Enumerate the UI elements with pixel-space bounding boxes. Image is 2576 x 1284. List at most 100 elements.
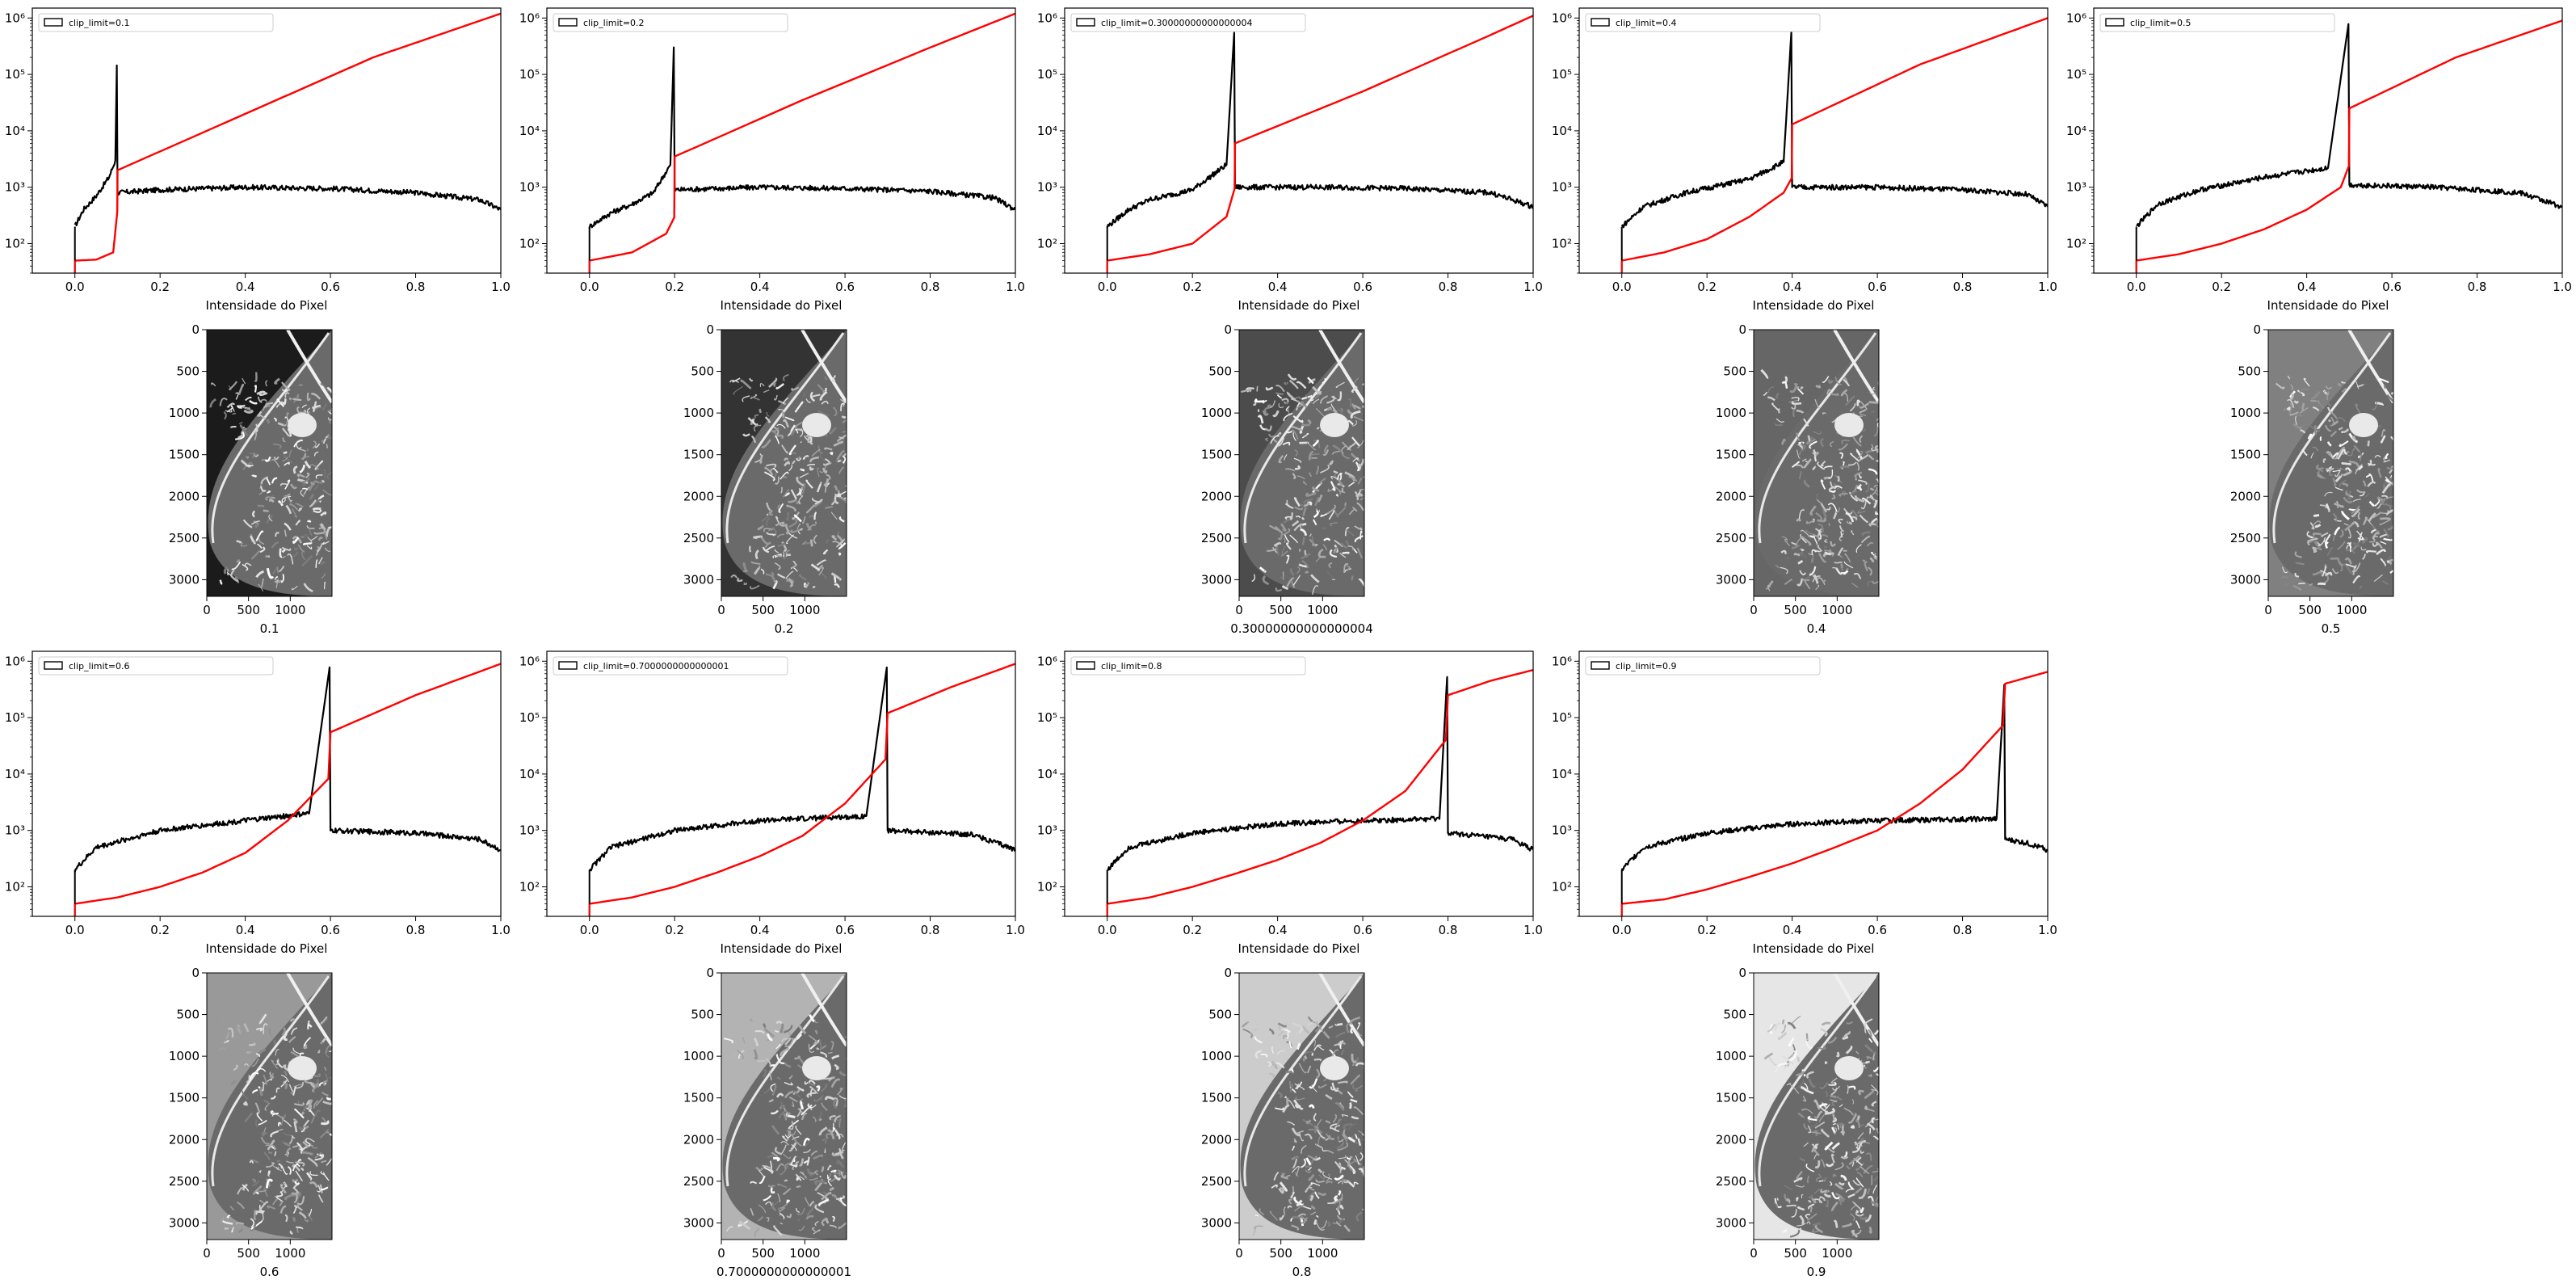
tissue-strand	[764, 471, 775, 482]
tissue-strand	[1358, 578, 1364, 588]
tissue-strand	[802, 516, 806, 524]
pectoral-edge	[801, 973, 847, 1047]
tissue-strand	[1347, 1156, 1353, 1167]
dense-mass	[288, 413, 317, 437]
tissue-strand	[1830, 541, 1836, 547]
tissue-strand	[1796, 409, 1805, 414]
tissue-strand	[2316, 400, 2325, 409]
tissue-strand	[810, 539, 813, 547]
tissue-strand	[1350, 1074, 1361, 1085]
tissue-strand	[742, 433, 750, 437]
tissue-strand	[761, 439, 771, 448]
tissue-strand	[318, 557, 323, 565]
tissue-strand	[1334, 1195, 1338, 1202]
tissue-strand	[1803, 1123, 1809, 1130]
tissue-strand	[1334, 1197, 1343, 1205]
image-caption: 0.9	[1807, 1265, 1826, 1279]
tissue-strand	[250, 1218, 255, 1228]
tissue-strand	[2313, 424, 2318, 436]
tissue-strand	[254, 385, 257, 393]
tissue-strand	[788, 518, 798, 528]
tissue-strand	[1856, 450, 1864, 460]
tissue-strand	[819, 390, 828, 401]
tissue-strand	[1305, 1182, 1313, 1193]
tissue-strand	[824, 485, 829, 493]
tissue-strand	[1294, 1156, 1300, 1159]
y-tick-label: 10⁵	[1037, 710, 1057, 725]
tissue-strand	[1808, 1194, 1813, 1199]
tissue-strand	[2385, 496, 2393, 499]
tissue-strand	[1820, 1028, 1828, 1037]
tissue-strand	[321, 1160, 327, 1164]
tissue-strand	[275, 401, 283, 408]
tissue-strand	[788, 1075, 793, 1080]
tissue-strand	[772, 381, 776, 388]
tissue-strand	[1302, 1025, 1310, 1034]
tissue-strand	[1821, 1159, 1826, 1168]
parenchyma	[1763, 1015, 1879, 1238]
tissue-strand	[1856, 486, 1863, 491]
tissue-strand	[1309, 1195, 1314, 1202]
tissue-strand	[738, 1054, 741, 1059]
tissue-strand	[2372, 511, 2382, 519]
tissue-strand	[305, 1099, 311, 1105]
tissue-strand	[1283, 412, 1293, 422]
legend: clip_limit=0.4	[1585, 13, 1821, 32]
tissue-strand	[827, 1051, 833, 1055]
tissue-strand	[838, 466, 845, 475]
tissue-strand	[1859, 453, 1869, 461]
tissue-strand	[1292, 426, 1303, 432]
tissue-strand	[791, 1130, 796, 1136]
tissue-strand	[1851, 1161, 1855, 1167]
tissue-strand	[1343, 1181, 1351, 1184]
tissue-strand	[2362, 516, 2368, 525]
tissue-strand	[257, 1068, 267, 1072]
tissue-strand	[279, 1184, 287, 1194]
tissue-strand	[1259, 1208, 1265, 1216]
x-axis-label: Intensidade do Pixel	[1238, 941, 1360, 956]
tissue-strand	[1344, 502, 1347, 507]
tissue-strand	[321, 1091, 329, 1097]
legend-box	[2099, 13, 2335, 32]
tissue-strand	[2331, 568, 2339, 575]
tissue-strand	[251, 453, 254, 459]
axes-frame	[546, 650, 1016, 917]
tissue-strand	[738, 1220, 750, 1230]
tissue-strand	[1855, 1210, 1860, 1214]
tissue-strand	[1328, 1135, 1334, 1141]
tissue-strand	[236, 1201, 245, 1210]
tissue-strand	[1331, 1082, 1338, 1092]
tissue-strand	[1348, 1164, 1356, 1175]
tissue-strand	[309, 535, 318, 541]
tissue-strand	[812, 1116, 817, 1122]
tissue-strand	[1792, 409, 1795, 418]
tissue-strand	[1285, 554, 1290, 564]
tissue-strand	[1830, 441, 1834, 448]
tissue-strand	[1825, 1090, 1828, 1098]
tissue-strand	[1847, 1113, 1857, 1124]
tissue-strand	[1813, 1099, 1821, 1110]
tissue-strand	[809, 1043, 815, 1053]
tissue-strand	[1307, 1020, 1316, 1027]
image-caption: 0.8	[1292, 1265, 1312, 1279]
tissue-strand	[1870, 1201, 1879, 1208]
tissue-strand	[280, 1114, 287, 1119]
tissue-strand	[780, 471, 789, 480]
tissue-strand	[1322, 1171, 1333, 1181]
tissue-strand	[1294, 449, 1298, 457]
tissue-strand	[1774, 1022, 1781, 1032]
tissue-strand	[1278, 403, 1284, 408]
tissue-strand	[1838, 533, 1844, 541]
tissue-strand	[1799, 570, 1806, 575]
tissue-strand	[326, 387, 332, 394]
breast-tissue	[208, 330, 332, 596]
tissue-strand	[1296, 475, 1305, 480]
legend-box	[38, 13, 274, 32]
tissue-strand	[742, 570, 748, 573]
cdf-line	[74, 12, 501, 262]
mammogram-image	[1239, 330, 1364, 596]
tissue-strand	[806, 464, 816, 467]
tissue-strand	[787, 1130, 796, 1139]
tissue-strand	[1343, 1129, 1349, 1140]
